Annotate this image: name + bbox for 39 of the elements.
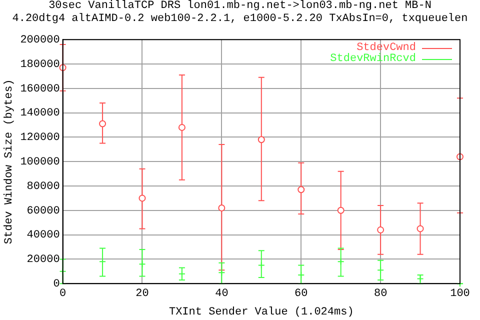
chart-subtitle: 4.20dtg4 altAIMD-0.2 web100-2.2.1, e1000-5.2.20 TxAbsIn=0, txqueuelen bbox=[11, 13, 469, 26]
point bbox=[298, 272, 305, 279]
y-tick-label: 160000 bbox=[20, 83, 60, 96]
y-tick-label: 120000 bbox=[20, 132, 60, 144]
x-tick-label: 80 bbox=[374, 288, 388, 300]
y-tick-label: 60000 bbox=[26, 205, 60, 218]
point bbox=[298, 186, 305, 194]
point bbox=[178, 270, 186, 278]
y-tick-label: 100000 bbox=[20, 156, 60, 169]
x-tick-label: 40 bbox=[215, 288, 228, 300]
point bbox=[138, 260, 146, 268]
legend-label: StdevCwnd bbox=[356, 42, 416, 54]
point bbox=[416, 225, 424, 232]
legend-label: StdevRwinRcvd bbox=[330, 53, 416, 66]
chart-title: 30sec VanillaTCP DRS lon01.mb-ng.net->lon03.mb-ng.net MB-N bbox=[48, 0, 432, 13]
point bbox=[99, 120, 106, 128]
x-tick-label: 100 bbox=[450, 288, 470, 300]
x-tick-label: 20 bbox=[136, 288, 149, 300]
point bbox=[337, 258, 344, 266]
point bbox=[377, 266, 384, 274]
point bbox=[337, 206, 344, 214]
point bbox=[416, 275, 424, 282]
point bbox=[138, 194, 146, 202]
y-tick-label: 40000 bbox=[26, 230, 60, 242]
point bbox=[218, 269, 226, 276]
x-tick-label: 60 bbox=[294, 288, 308, 300]
point bbox=[258, 262, 265, 269]
point bbox=[377, 226, 384, 234]
y-tick-label: 0 bbox=[53, 278, 60, 291]
y-tick-label: 180000 bbox=[20, 58, 60, 71]
y-tick-label: 140000 bbox=[20, 108, 60, 120]
y-axis-title: Stdev Window Size (bytes) bbox=[4, 79, 16, 244]
point bbox=[178, 124, 186, 131]
y-tick-label: 200000 bbox=[20, 34, 60, 47]
y-tick-label: 80000 bbox=[26, 180, 60, 193]
x-axis-title: TXInt Sender Value (1.024ms) bbox=[168, 306, 354, 318]
point bbox=[218, 204, 226, 212]
y-tick-label: 20000 bbox=[26, 254, 60, 266]
point bbox=[258, 136, 265, 144]
